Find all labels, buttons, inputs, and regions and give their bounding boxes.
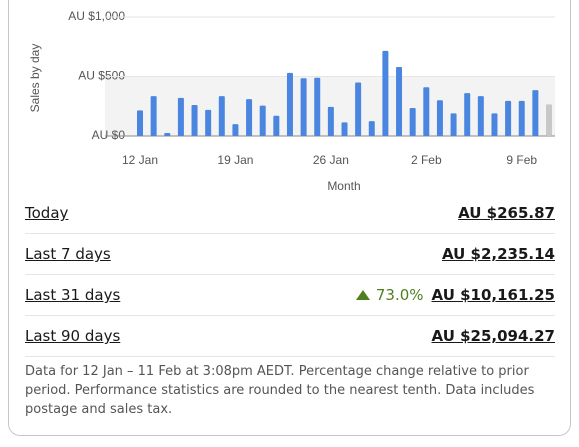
bar [518, 100, 525, 136]
period-link[interactable]: Last 90 days [25, 327, 121, 345]
bar [286, 72, 293, 136]
bar [327, 106, 334, 136]
change-arrow [355, 290, 370, 300]
summary-row: Today AU $265.87 [25, 193, 555, 234]
row-values: 73.0% AU $10,161.25 [355, 286, 555, 304]
summary-row: Last 31 days 73.0% AU $10,161.25 [25, 275, 555, 316]
bar [205, 109, 212, 136]
bar [150, 96, 157, 136]
card [8, 0, 571, 436]
x-tick-label: 26 Jan [313, 153, 349, 167]
bar [191, 105, 198, 136]
bar [273, 115, 280, 136]
y-tick-label: AU $1,000 [68, 9, 125, 23]
footnote: Data for 12 Jan – 11 Feb at 3:08pm AEDT.… [25, 364, 535, 417]
bar [532, 90, 539, 136]
amount-link[interactable]: AU $2,235.14 [441, 245, 555, 263]
bar [341, 122, 348, 136]
bar [546, 104, 552, 136]
bar [368, 121, 375, 136]
period-link[interactable]: Last 7 days [25, 245, 111, 263]
summary-row: Last 90 days AU $25,094.27 [25, 316, 555, 357]
x-tick-label: 12 Jan [122, 153, 158, 167]
x-tick-label: 2 Feb [411, 153, 442, 167]
bar [491, 113, 498, 136]
bar [423, 87, 430, 136]
bar [259, 105, 266, 136]
bar [477, 96, 484, 136]
bar [300, 78, 307, 136]
y-axis-label: Sales by day [28, 44, 42, 113]
bar [246, 99, 253, 136]
bar [464, 93, 471, 136]
change-value: 73.0% [375, 286, 424, 304]
bar [505, 100, 512, 136]
row-values: AU $2,235.14 [442, 245, 555, 263]
bar [436, 100, 443, 136]
bar [164, 133, 171, 136]
chart: Sales by day Month AU $0 AU $500 AU $1,000… [28, 9, 555, 193]
amount-link[interactable]: AU $25,094.27 [431, 327, 555, 345]
x-tick-label: 19 Jan [217, 153, 253, 167]
bar [382, 50, 389, 136]
summary-row: Last 7 days AU $2,235.14 [25, 234, 555, 275]
bar [177, 97, 184, 136]
x-tick-label: 9 Feb [506, 153, 537, 167]
amount-link[interactable]: AU $10,161.25 [431, 286, 555, 304]
bar [218, 96, 225, 136]
period-link[interactable]: Last 31 days [25, 286, 121, 304]
bar [409, 108, 416, 136]
row-values: AU $25,094.27 [432, 327, 555, 345]
row-values: AU $265.87 [458, 204, 555, 222]
y-tick-label: AU $500 [78, 69, 125, 83]
bar [137, 110, 143, 136]
bar [450, 113, 457, 136]
bar [396, 66, 403, 136]
amount-link[interactable]: AU $265.87 [458, 204, 555, 222]
y-tick-label: AU $0 [92, 128, 126, 142]
bar [314, 77, 321, 136]
x-axis-label: Month [327, 179, 360, 193]
period-link[interactable]: Today [25, 204, 69, 222]
bar [232, 124, 239, 136]
bar [355, 82, 362, 136]
